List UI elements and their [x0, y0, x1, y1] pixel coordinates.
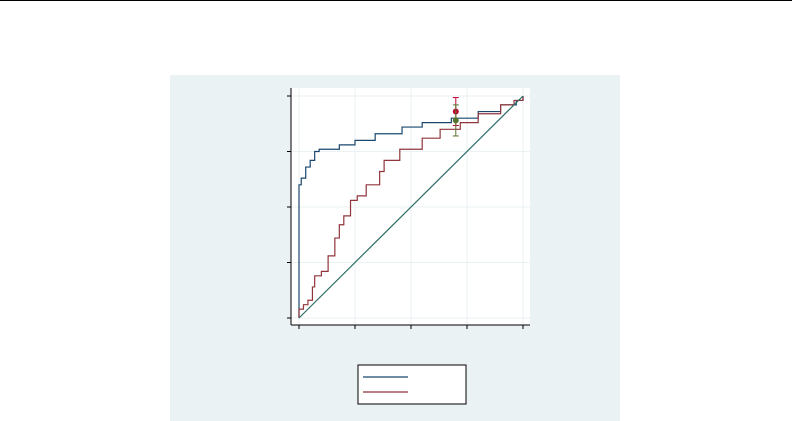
legend-entries: [363, 376, 408, 393]
plot: [287, 88, 530, 329]
roc-curve: [298, 96, 524, 318]
roc-curve: [298, 95, 524, 319]
roc-curve: [298, 96, 524, 318]
point: [452, 117, 459, 124]
legend: [357, 364, 467, 405]
